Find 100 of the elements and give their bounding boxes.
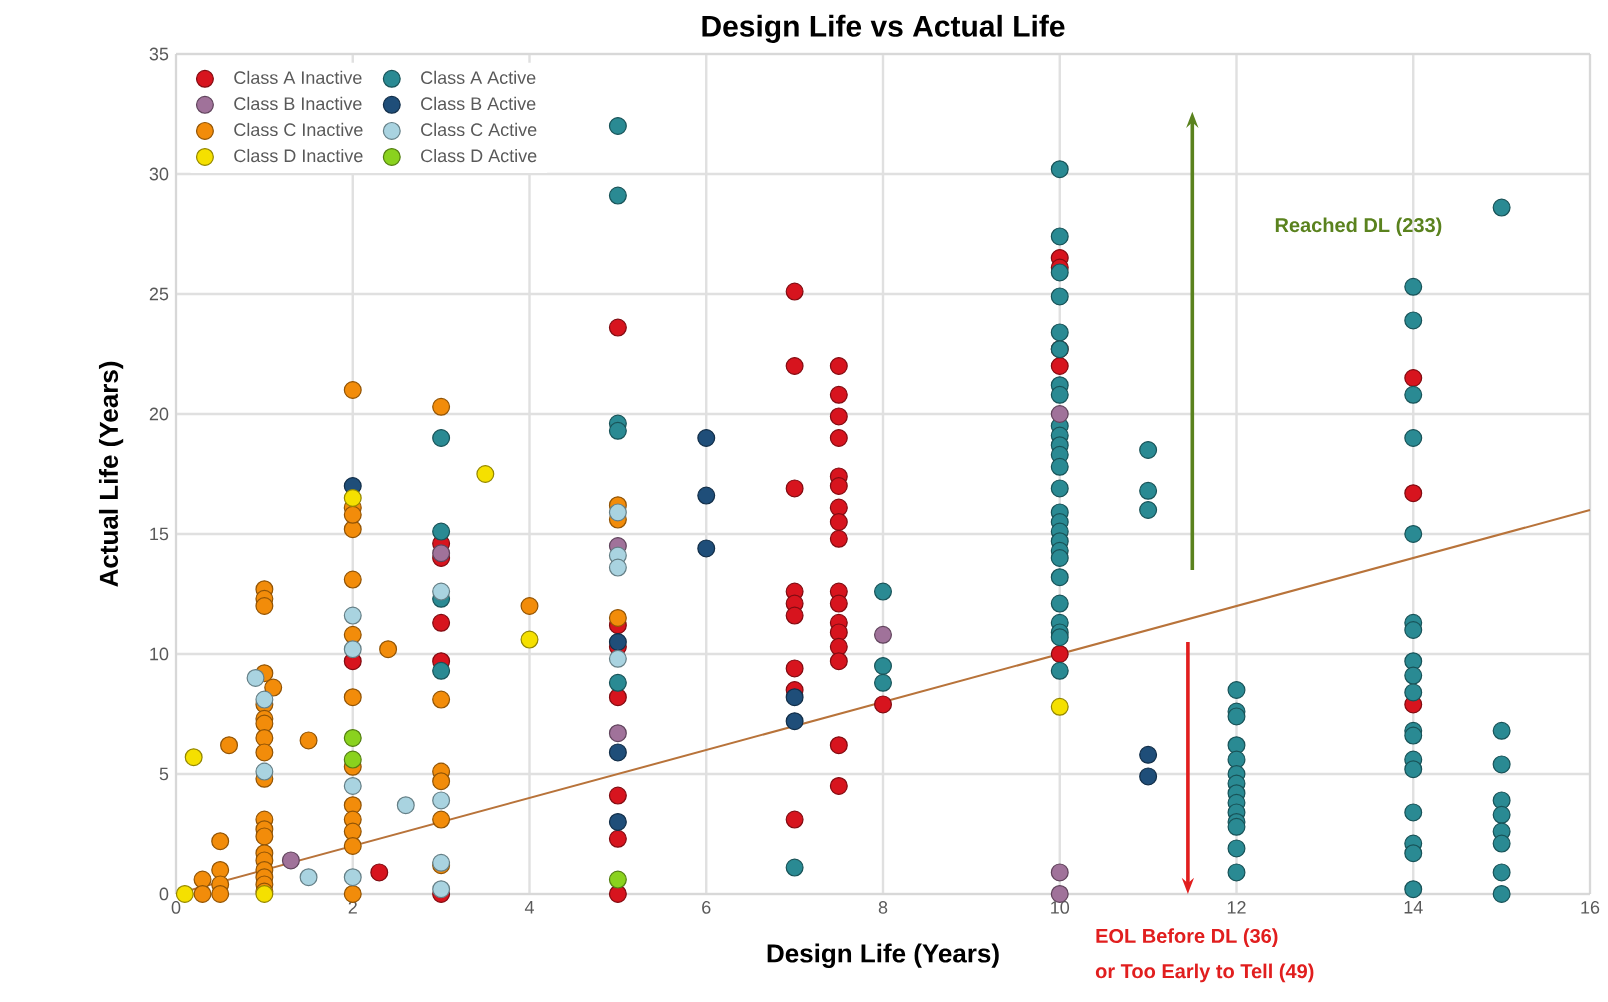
x-tick-label: 16 <box>1581 901 1600 914</box>
point <box>343 884 362 903</box>
x-tick-label: 8 <box>878 901 888 914</box>
legend-label: Class A Active <box>421 70 536 85</box>
point <box>608 558 627 577</box>
point <box>1139 767 1158 786</box>
point <box>874 625 892 644</box>
x-tick-label: 4 <box>524 901 534 914</box>
point <box>246 668 265 687</box>
point <box>874 695 892 714</box>
point <box>432 613 451 632</box>
point <box>255 743 274 762</box>
point <box>264 678 283 697</box>
point <box>1050 697 1069 716</box>
point <box>785 479 804 498</box>
point <box>829 637 848 656</box>
point <box>608 649 627 668</box>
point <box>829 529 848 548</box>
point <box>1139 745 1158 764</box>
point <box>829 476 848 495</box>
point <box>697 428 716 447</box>
point <box>255 596 274 615</box>
point <box>1404 368 1423 387</box>
legend-label: Class A Inactive <box>234 70 362 85</box>
x-tick-label: 12 <box>1227 901 1246 914</box>
point <box>829 407 848 426</box>
point <box>370 863 389 882</box>
point <box>1050 863 1069 882</box>
y-tick-label: 15 <box>150 527 169 541</box>
chart-title: Design Life vs Actual Life <box>702 14 1065 43</box>
y-tick-label: 20 <box>149 407 169 421</box>
text: EOL Before DL (36) <box>1096 928 1278 947</box>
point <box>343 836 362 855</box>
point <box>343 520 362 539</box>
point <box>255 827 274 846</box>
point <box>299 868 318 887</box>
point <box>211 884 230 903</box>
point <box>1050 884 1069 903</box>
point <box>255 690 274 709</box>
point <box>343 570 362 589</box>
point <box>1050 644 1069 663</box>
x-tick-label: 10 <box>1051 901 1070 914</box>
legend-label: Class D Inactive <box>234 148 363 163</box>
point <box>520 630 539 649</box>
point <box>785 712 804 731</box>
point <box>520 596 539 615</box>
point <box>432 544 451 563</box>
point <box>396 796 415 815</box>
point <box>785 810 804 829</box>
point <box>785 356 804 375</box>
point <box>829 776 848 795</box>
point <box>193 884 212 903</box>
point <box>432 772 451 791</box>
point <box>343 796 362 815</box>
y-tick-label: 0 <box>159 887 169 901</box>
point <box>476 464 495 483</box>
point <box>220 736 239 755</box>
point <box>343 776 362 795</box>
point <box>829 428 848 447</box>
y-tick-label: 30 <box>149 167 169 181</box>
point <box>343 606 362 625</box>
point <box>608 632 627 651</box>
point <box>1050 404 1069 423</box>
point <box>785 688 804 707</box>
x-tick-label: 0 <box>171 901 181 914</box>
point <box>608 724 627 743</box>
point <box>608 688 627 707</box>
point <box>829 385 848 404</box>
point <box>379 640 398 659</box>
point <box>697 486 716 505</box>
point <box>343 688 362 707</box>
legend-label: Class B Active <box>421 96 536 111</box>
point <box>608 786 627 805</box>
point <box>211 832 230 851</box>
point <box>1050 356 1069 375</box>
legend-label: Class C Inactive <box>234 122 363 137</box>
point <box>785 606 804 625</box>
annotation: Reached DL (233) <box>1275 217 1442 237</box>
point <box>432 791 451 810</box>
point <box>829 736 848 755</box>
point <box>829 512 848 531</box>
point <box>608 743 627 762</box>
point <box>608 870 627 889</box>
point <box>299 731 318 750</box>
point <box>608 829 627 848</box>
text: or Too Early to Tell (49) <box>1095 963 1314 983</box>
point <box>608 318 627 337</box>
x-tick-label: 14 <box>1404 901 1423 914</box>
legend-label: Class C Active <box>421 122 537 137</box>
x-axis-title: Design Life (Years) <box>767 943 999 968</box>
point <box>343 750 362 769</box>
x-tick-label: 6 <box>702 901 711 914</box>
point <box>608 503 627 522</box>
point <box>343 640 362 659</box>
point <box>697 539 716 558</box>
legend-label: Class B Inactive <box>234 96 362 111</box>
point <box>432 690 451 709</box>
point <box>255 762 274 781</box>
point <box>608 884 627 903</box>
point <box>608 812 627 831</box>
